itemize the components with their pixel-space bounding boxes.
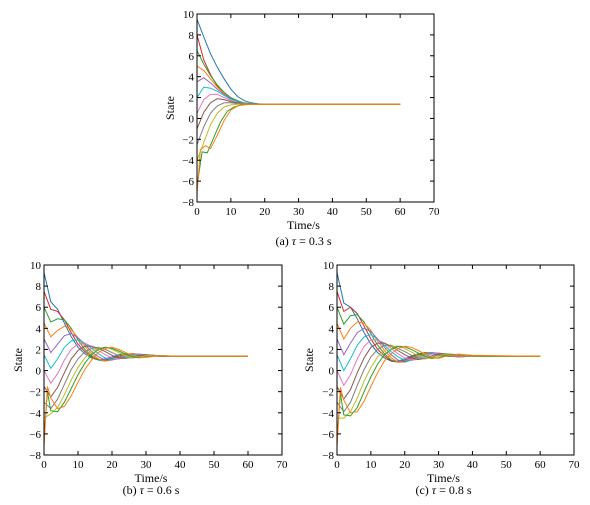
panel-caption: (c) τ = 0.8 s (415, 483, 471, 497)
y-tick-label: −8 (182, 197, 194, 209)
series-line-8 (337, 342, 541, 401)
x-tick-label: 60 (535, 459, 547, 471)
series-line-12 (44, 346, 248, 448)
y-tick-label: −4 (29, 408, 41, 420)
x-tick-label: 60 (243, 459, 255, 471)
x-tick-label: 60 (395, 206, 407, 218)
series-line-12 (197, 103, 401, 194)
y-tick-label: −4 (322, 408, 334, 420)
chart-panel-c: 0 10 20 30 40 50 60 70 −8 −6 −4 −2 0 2 4 6 8 10 Time/s Stat… (302, 260, 580, 497)
y-tick-label: 8 (189, 30, 195, 42)
x-tick-label: 0 (194, 206, 200, 218)
y-tick-label: 4 (329, 323, 335, 335)
x-tick-label: 40 (467, 459, 479, 471)
x-tick-label: 50 (361, 206, 373, 218)
y-tick-label: 6 (36, 302, 42, 314)
x-tick-label: 40 (327, 206, 339, 218)
plot-frame (336, 264, 575, 456)
y-tick-label: 0 (36, 366, 42, 378)
series-group (337, 272, 541, 448)
y-tick-label: 8 (329, 281, 335, 293)
y-tick-label: −6 (322, 429, 334, 441)
y-tick-label: 2 (36, 344, 42, 356)
plot-frame (196, 13, 435, 203)
x-tick-label: 30 (293, 206, 305, 218)
panel-caption: (a) τ = 0.3 s (275, 234, 331, 248)
y-tick-label: 4 (36, 323, 42, 335)
series-line-7 (44, 342, 248, 385)
y-tick-label: −2 (322, 387, 334, 399)
x-tick-label: 20 (107, 459, 119, 471)
x-tick-label: 10 (73, 459, 85, 471)
y-tick-label: 10 (30, 260, 42, 272)
x-tick-label: 70 (429, 206, 441, 218)
series-group (44, 272, 248, 448)
x-axis-label: Time/s (287, 218, 320, 232)
x-tick-label: 20 (399, 459, 411, 471)
y-tick-label: 0 (189, 113, 195, 125)
y-tick-label: −6 (29, 429, 41, 441)
series-line-9 (337, 344, 541, 413)
x-tick-label: 70 (277, 459, 289, 471)
y-tick-label: 2 (189, 93, 195, 105)
x-axis-label: Time/s (427, 471, 460, 485)
y-tick-label: 10 (183, 9, 195, 21)
chart-panel-b: 0 10 20 30 40 50 60 70 −8 −6 −4 −2 0 2 4 6 8 10 Time/s Stat… (11, 260, 288, 497)
series-line-10 (337, 345, 541, 419)
y-tick-label: −8 (29, 450, 41, 462)
y-tick-label: −2 (182, 134, 194, 146)
series-line-1 (197, 19, 401, 105)
series-line-11 (337, 345, 541, 440)
x-tick-label: 20 (259, 206, 271, 218)
y-tick-label: 10 (323, 260, 335, 272)
y-tick-label: −4 (182, 155, 194, 167)
series-line-2 (44, 291, 248, 361)
series-line-10 (197, 103, 401, 161)
x-tick-label: 70 (569, 459, 581, 471)
x-axis-label: Time/s (135, 471, 168, 485)
x-tick-label: 0 (334, 459, 340, 471)
x-tick-label: 30 (433, 459, 445, 471)
x-tick-label: 40 (175, 459, 187, 471)
y-tick-label: −2 (29, 387, 41, 399)
series-line-2 (197, 34, 401, 105)
series-line-11 (197, 103, 401, 187)
x-tick-label: 10 (225, 206, 237, 218)
x-tick-label: 10 (365, 459, 377, 471)
x-tick-label: 0 (41, 459, 47, 471)
chart-panel-a: 0 10 20 30 40 50 60 70 −8 −6 −4 −2 0 2 4 6 8 10 Time/s Stat… (163, 9, 440, 248)
series-line-11 (44, 346, 248, 440)
series-line-1 (337, 272, 541, 362)
y-axis-label: State (302, 348, 316, 372)
series-group (197, 19, 401, 194)
series-line-12 (337, 345, 541, 448)
y-tick-label: 6 (189, 51, 195, 63)
y-tick-label: 8 (36, 281, 42, 293)
y-tick-label: 6 (329, 302, 335, 314)
y-tick-label: 0 (329, 366, 335, 378)
panel-caption: (b) τ = 0.6 s (123, 483, 180, 497)
y-axis-label: State (11, 348, 25, 372)
x-tick-label: 30 (141, 459, 153, 471)
plot-frame (43, 264, 283, 456)
series-line-9 (197, 102, 401, 145)
x-tick-label: 50 (209, 459, 221, 471)
y-tick-label: −6 (182, 176, 194, 188)
y-tick-label: 4 (189, 72, 195, 84)
y-tick-label: −8 (322, 450, 334, 462)
x-tick-label: 50 (501, 459, 513, 471)
y-axis-label: State (163, 96, 177, 120)
y-tick-label: 2 (329, 344, 335, 356)
